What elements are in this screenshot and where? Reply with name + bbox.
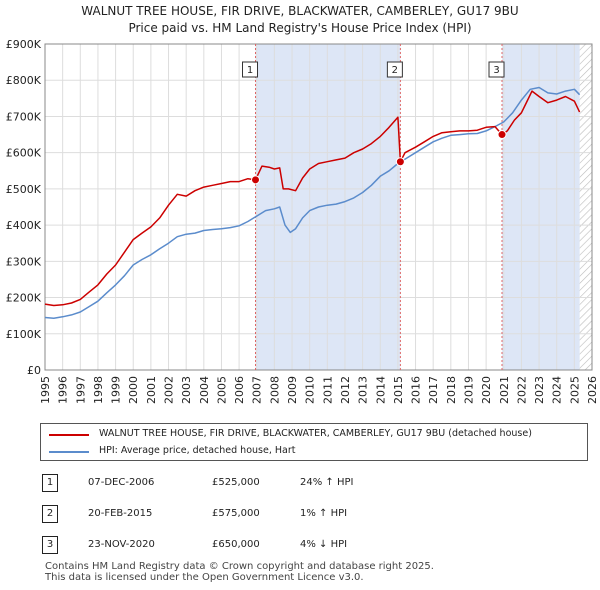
x-tick-label: 1999 [110,376,123,404]
x-tick-label: 2001 [145,376,158,404]
x-tick-label: 2010 [304,376,317,404]
sale-point [395,157,405,167]
legend-swatch-property [49,434,89,436]
legend-label-property: WALNUT TREE HOUSE, FIR DRIVE, BLACKWATER… [99,428,532,439]
x-tick-label: 2004 [198,376,211,404]
x-tick-label: 2016 [410,376,423,404]
sale-label-box [242,61,259,78]
sale-row: 3 23-NOV-2020 £650,000 4% ↓ HPI [0,536,600,558]
series-line-hpi [44,86,581,319]
x-tick-label: 2015 [392,376,405,404]
footer-copyright: Contains HM Land Registry data © Crown c… [45,561,434,572]
chart-subtitle: Price paid vs. HM Land Registry's House … [128,21,472,35]
forecast-hatch [579,44,592,370]
x-tick-label: 2003 [180,376,193,404]
price-chart: £0 £100K £200K £300K £400K £500K £600K £700K £80… [6,38,599,404]
y-tick-label: £900K [6,38,42,51]
x-tick-label: 1997 [74,376,87,404]
sale-hpi: 24% ↑ HPI [300,477,354,488]
sale-marker-box: 1 [42,474,58,492]
x-tick-label: 2000 [127,376,140,404]
sale-date: 07-DEC-2006 [88,477,155,488]
sale-price: £650,000 [212,539,260,550]
legend-label-hpi: HPI: Average price, detached house, Hart [99,445,296,456]
y-tick-label: £300K [6,255,42,268]
x-tick-label: 2024 [551,376,564,404]
x-tick-label: 2021 [498,376,511,404]
x-tick-label: 2020 [480,376,493,404]
sale-label: 1 [247,65,253,76]
y-tick-label: £100K [6,328,42,341]
sale-row: 2 20-FEB-2015 £575,000 1% ↑ HPI [0,505,600,527]
x-tick-label: 2013 [357,376,370,404]
legend-item-hpi: HPI: Average price, detached house, Hart [41,443,587,461]
x-tick-label: 2023 [533,376,546,404]
x-tick-label: 2019 [462,376,475,404]
y-tick-label: £200K [6,292,42,305]
sale-label: 3 [493,65,499,76]
y-tick-label: £500K [6,183,42,196]
x-tick-label: 1995 [39,376,52,404]
chart-title: WALNUT TREE HOUSE, FIR DRIVE, BLACKWATER… [81,4,519,18]
y-tick-label: £600K [6,147,42,160]
footer-licence: This data is licensed under the Open Gov… [45,572,364,583]
legend-swatch-hpi [49,451,89,453]
sale-label-box [488,61,505,78]
y-tick-label: £700K [6,110,42,123]
x-tick-label: 2006 [233,376,246,404]
x-tick-label: 2008 [268,376,281,404]
y-tick-label: £400K [6,219,42,232]
x-tick-label: 2007 [251,376,264,404]
x-tick-label: 2017 [427,376,440,404]
x-tick-label: 2014 [374,376,387,404]
y-tick-label: £0 [27,364,41,377]
x-tick-label: 2026 [586,376,599,404]
sale-price: £525,000 [212,477,260,488]
x-tick-label: 1998 [92,376,105,404]
x-tick-label: 2025 [568,376,581,404]
y-tick-label: £800K [6,74,42,87]
sale-point [497,130,507,140]
legend-item-property: WALNUT TREE HOUSE, FIR DRIVE, BLACKWATER… [41,426,587,444]
ownership-shade [255,44,401,370]
sale-row: 1 07-DEC-2006 £525,000 24% ↑ HPI [0,474,600,496]
x-tick-label: 2012 [339,376,352,404]
sale-hpi: 4% ↓ HPI [300,539,348,550]
sale-date: 20-FEB-2015 [88,508,153,519]
x-tick-label: 2022 [515,376,528,404]
sale-label-box [386,61,403,78]
sale-hpi: 1% ↑ HPI [300,508,348,519]
sale-date: 23-NOV-2020 [88,539,155,550]
sale-marker-box: 2 [42,505,58,523]
x-tick-label: 2011 [321,376,334,404]
sale-label: 2 [392,65,398,76]
legend: WALNUT TREE HOUSE, FIR DRIVE, BLACKWATER… [40,423,588,461]
x-tick-label: 1996 [57,376,70,404]
x-tick-label: 2009 [286,376,299,404]
x-tick-label: 2005 [215,376,228,404]
plot-border [44,43,593,371]
ownership-shade [502,44,580,370]
x-tick-label: 2018 [445,376,458,404]
sale-point [251,175,261,185]
sale-marker-box: 3 [42,536,58,554]
x-tick-label: 2002 [163,376,176,404]
sale-price: £575,000 [212,508,260,519]
